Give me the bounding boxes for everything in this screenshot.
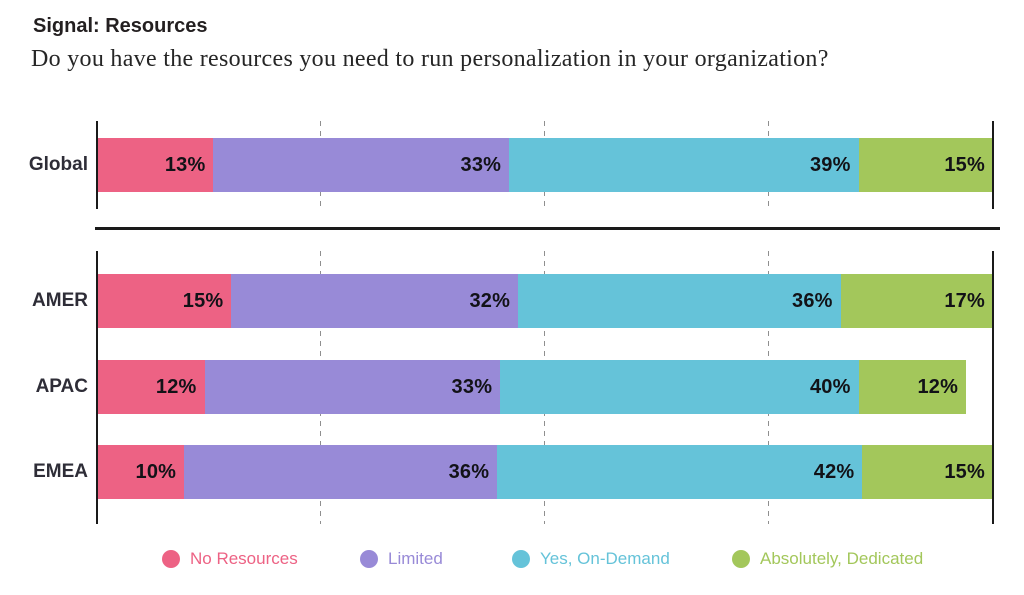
segment-limited: 33% [213, 138, 510, 192]
segment-no-resources: 12% [97, 360, 205, 414]
axis-line-left [96, 121, 98, 209]
segment-absolutely-dedicated: 15% [862, 445, 993, 499]
data-label: 15% [182, 289, 224, 312]
legend-dot-icon [732, 550, 750, 568]
page-title: Signal: Resources [33, 15, 208, 37]
stacked-bar-global: 13% 33% 39% 15% [97, 138, 993, 192]
bar-row-apac: APAC 12% 33% 40% 12% [0, 360, 1024, 414]
category-label: EMEA [33, 461, 88, 482]
data-label: 32% [469, 289, 511, 312]
legend-label: No Resources [190, 549, 298, 568]
legend-item-no-resources: No Resources [162, 548, 298, 570]
data-label: 13% [164, 153, 206, 176]
data-label: 15% [944, 153, 985, 176]
segment-absolutely-dedicated: 12% [858, 360, 967, 414]
data-label: 40% [809, 375, 851, 398]
stacked-bar-amer: 15% 32% 36% 17% [97, 274, 993, 328]
group-separator-line [95, 227, 1000, 230]
axis-line-left [96, 251, 98, 524]
segment-absolutely-dedicated: 15% [858, 138, 993, 192]
axis-line-right [992, 121, 994, 209]
stacked-bar-emea: 10% 36% 42% 15% [97, 445, 993, 499]
segment-yes-on-demand: 40% [500, 360, 859, 414]
category-label: Global [28, 154, 88, 175]
data-label: 36% [448, 460, 490, 483]
legend-item-limited: Limited [360, 548, 443, 570]
category-label: AMER [32, 290, 88, 311]
data-label: 12% [917, 375, 959, 398]
axis-line-right [992, 251, 994, 524]
segment-limited: 36% [184, 445, 498, 499]
legend-item-absolutely-dedicated: Absolutely, Dedicated [732, 548, 923, 570]
legend-label: Absolutely, Dedicated [760, 549, 924, 568]
legend-dot-icon [512, 550, 530, 568]
data-label: 12% [155, 375, 197, 398]
chart-question: Do you have the resources you need to ru… [31, 46, 829, 72]
data-label: 33% [451, 375, 493, 398]
segment-yes-on-demand: 36% [518, 274, 841, 328]
chart-legend: No Resources Limited Yes, On-Demand Absolut… [0, 548, 1024, 574]
legend-dot-icon [360, 550, 378, 568]
data-label: 10% [135, 460, 177, 483]
data-label: 33% [460, 153, 502, 176]
data-label: 39% [809, 153, 851, 176]
bar-row-global: Global 13% 33% 39% 15% [0, 138, 1024, 192]
segment-limited: 33% [204, 360, 501, 414]
regions-chart-group: AMER 15% 32% 36% 17% APAC 12% 33% 40% 12% EMEA 10% 3… [0, 251, 1024, 524]
data-label: 36% [792, 289, 833, 312]
legend-dot-icon [162, 550, 180, 568]
global-chart-group: Global 13% 33% 39% 15% [0, 121, 1024, 209]
segment-absolutely-dedicated: 17% [840, 274, 993, 328]
bar-row-emea: EMEA 10% 36% 42% 15% [0, 445, 1024, 499]
segment-limited: 32% [231, 274, 519, 328]
segment-no-resources: 13% [97, 138, 214, 192]
stacked-bar-apac: 12% 33% 40% 12% [97, 360, 993, 414]
bar-row-amer: AMER 15% 32% 36% 17% [0, 274, 1024, 328]
data-label: 42% [813, 460, 855, 483]
segment-no-resources: 10% [97, 445, 185, 499]
category-label: APAC [35, 376, 88, 397]
segment-no-resources: 15% [97, 274, 232, 328]
data-label: 15% [944, 460, 985, 483]
data-label: 17% [944, 289, 985, 312]
segment-yes-on-demand: 39% [509, 138, 859, 192]
legend-label: Yes, On-Demand [540, 549, 670, 568]
segment-yes-on-demand: 42% [497, 445, 863, 499]
legend-item-yes-on-demand: Yes, On-Demand [512, 548, 670, 570]
legend-label: Limited [388, 549, 443, 568]
